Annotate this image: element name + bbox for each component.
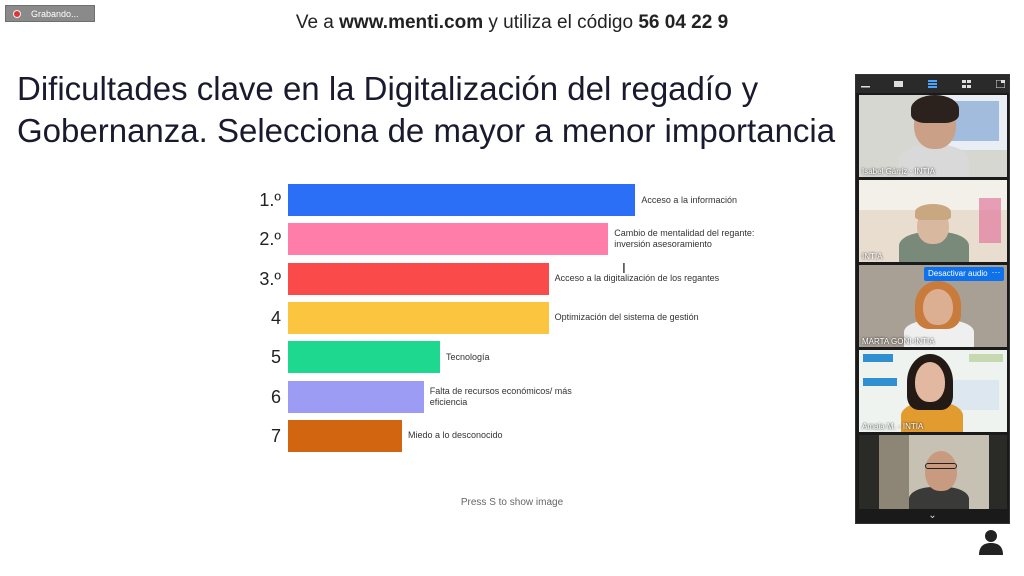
- participant-name: Isabel Gárriz - INTIA: [862, 167, 935, 176]
- join-code: 56 04 22 9: [638, 12, 729, 33]
- chart-bar: [288, 301, 549, 334]
- chart-row: 2.º Cambio de mentalidad del regante: inv…: [240, 223, 840, 256]
- participant-name: MARTA GOÑI-INTIA: [862, 337, 935, 346]
- video-gallery-panel: Isabel Gárriz - INTIA INTIA Desactivar a…: [855, 74, 1010, 524]
- exit-fullscreen-icon[interactable]: [995, 80, 1005, 88]
- show-image-hint: Press S to show image: [460, 497, 564, 508]
- slide-title: Dificultades clave en la Digitalización …: [17, 70, 836, 149]
- participant-tile[interactable]: Desactivar audio ··· MARTA GOÑI-INTIA: [859, 265, 1007, 347]
- bar-label: Falta de recursos económicos/ más eficie…: [429, 385, 572, 407]
- grid-view-icon[interactable]: [961, 80, 971, 88]
- bar-label: Miedo a lo desconocido: [408, 430, 503, 441]
- text-cursor-icon: I: [622, 262, 626, 277]
- chart-bar: [288, 262, 549, 295]
- rank-label: 5: [270, 347, 281, 368]
- chart-row: 6 Falta de recursos económicos/ más efici…: [240, 380, 840, 413]
- participants-icon[interactable]: [978, 528, 1004, 556]
- gallery-toolbar: [856, 75, 1009, 93]
- participant-tile[interactable]: [859, 435, 1007, 509]
- record-icon: [13, 9, 21, 18]
- recording-badge[interactable]: Grabando...: [5, 5, 95, 22]
- join-prefix: Ve a: [295, 12, 340, 33]
- rank-label: 4: [270, 307, 281, 328]
- chart-bar: [288, 223, 609, 256]
- chart-row: 4 Optimización del sistema de gestión: [240, 301, 840, 334]
- chart-bar: [288, 341, 440, 374]
- strip-view-icon[interactable]: [928, 80, 938, 88]
- rank-label: 7: [270, 425, 281, 446]
- participant-name: INTIA: [862, 252, 883, 261]
- bar-label: Tecnología: [446, 351, 490, 362]
- bar-label: Acceso a la información: [641, 194, 737, 205]
- rank-label: 2.º: [259, 229, 281, 250]
- chart-row: 3.º Acceso a la digitalización de los reg…: [240, 262, 840, 295]
- join-url: www.menti.com: [339, 12, 484, 33]
- unmute-button[interactable]: Desactivar audio: [924, 267, 992, 281]
- chart-row: 7 Miedo a lo desconocido: [240, 419, 840, 452]
- rank-label: 6: [270, 386, 281, 407]
- rank-label: 1.º: [259, 190, 281, 210]
- participant-tile[interactable]: Isabel Gárriz - INTIA: [859, 95, 1007, 177]
- bar-label: Optimización del sistema de gestión: [554, 312, 699, 323]
- recording-label: Grabando...: [31, 8, 79, 19]
- chart-row: 5 Tecnología: [240, 341, 840, 374]
- ranking-chart: 1.º Acceso a la información 2.º Cambio de m…: [240, 184, 840, 464]
- bar-label: Cambio de mentalidad del regante: invers…: [614, 228, 755, 250]
- single-view-icon[interactable]: [894, 80, 904, 88]
- chart-bar: [288, 419, 402, 452]
- more-options-button[interactable]: ···: [988, 267, 1004, 281]
- join-middle: y utiliza el código: [483, 12, 639, 33]
- join-instructions: Ve a www.menti.com y utiliza el código 5…: [0, 12, 1024, 34]
- bar-label: Acceso a la digitalización de los regant…: [554, 273, 720, 284]
- chart-row: 1.º Acceso a la información: [240, 184, 840, 216]
- participant-name: Amaia M. - INTIA: [862, 422, 924, 431]
- chart-bar: [288, 380, 424, 413]
- chart-bar: [288, 184, 636, 216]
- scroll-down-button[interactable]: ⌄: [856, 509, 1009, 523]
- minimize-icon[interactable]: [860, 80, 870, 88]
- rank-label: 3.º: [259, 268, 281, 289]
- participant-tile[interactable]: Amaia M. - INTIA: [859, 350, 1007, 432]
- chevron-down-icon: ⌄: [928, 510, 937, 521]
- participant-tile[interactable]: INTIA: [859, 180, 1007, 262]
